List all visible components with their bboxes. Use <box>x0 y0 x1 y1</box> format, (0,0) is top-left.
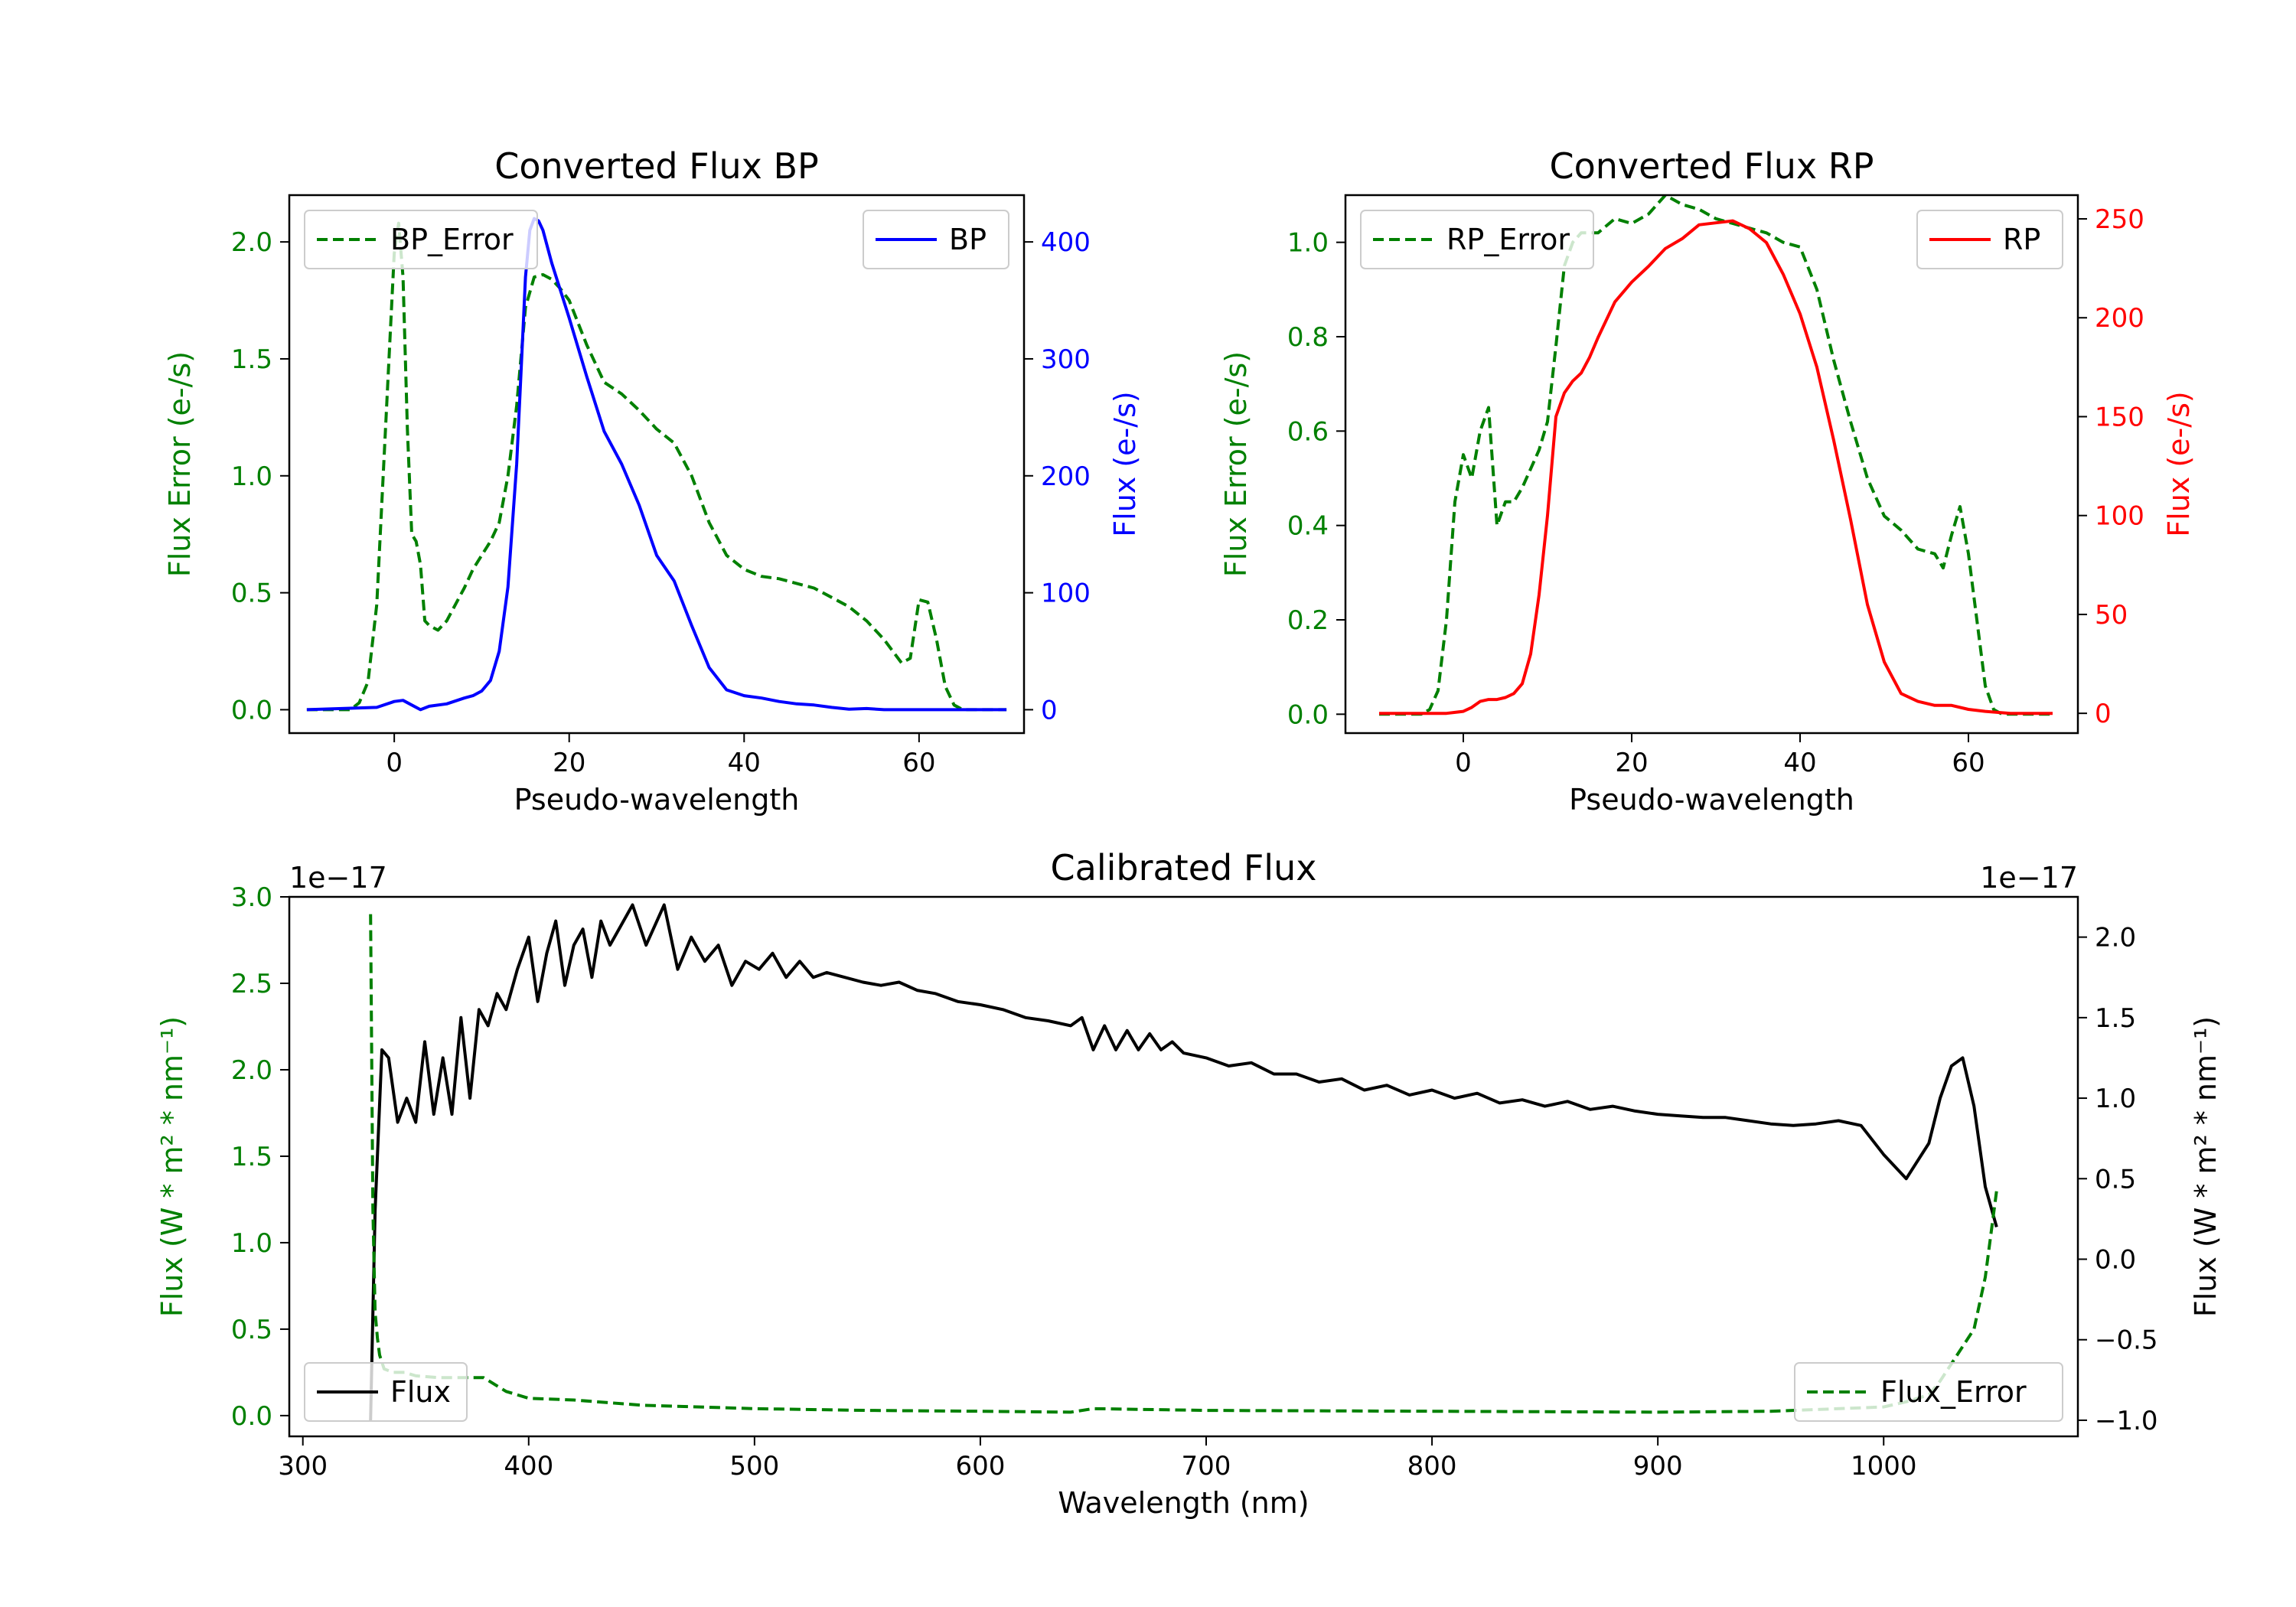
x-tick-label: 600 <box>955 1451 1005 1482</box>
y-left-tick-label: 0.4 <box>1287 511 1329 542</box>
legend-label: BP <box>949 223 987 256</box>
x-tick-label: 40 <box>1783 748 1816 778</box>
series-flux-error-line <box>369 914 1998 1414</box>
rp-y-right-axis-label: Flux (e-/s) <box>2162 391 2196 536</box>
x-tick-label: 700 <box>1182 1451 1231 1482</box>
y-left-tick-label: 2.5 <box>231 969 272 999</box>
bp-title: Converted Flux BP <box>494 145 819 187</box>
x-tick-label: 0 <box>386 748 403 778</box>
series-rp-error-line <box>1379 195 2053 716</box>
calibrated-plot-area <box>369 903 1998 1421</box>
y-left-tick-label: 0.0 <box>231 1401 272 1432</box>
bp-y-left-axis-label: Flux Error (e-/s) <box>163 351 197 577</box>
y-right-tick-label: −1.0 <box>2095 1406 2158 1436</box>
rp-y-left-axis-label: Flux Error (e-/s) <box>1219 351 1253 577</box>
y-right-tick-label: 2.0 <box>2095 923 2136 953</box>
x-tick-label: 300 <box>278 1451 328 1482</box>
y-left-tick-label: 0.0 <box>1287 699 1329 730</box>
y-left-tick-label: 0.5 <box>231 579 272 609</box>
calibrated-title: Calibrated Flux <box>1051 847 1317 888</box>
bp-axes-frame <box>288 194 1026 735</box>
y-right-tick-label: 1.5 <box>2095 1003 2136 1034</box>
y-left-tick-label: 1.0 <box>231 1228 272 1259</box>
legend-flux: Flux <box>304 1362 468 1422</box>
series-bp-error-line <box>306 221 1007 712</box>
bp-x-axis-label: Pseudo-wavelength <box>514 783 800 817</box>
y-right-tick-label: 100 <box>2095 501 2144 532</box>
y-left-offset-text: 1e−17 <box>289 861 387 895</box>
y-left-tick-label: 1.5 <box>231 1142 272 1172</box>
y-left-tick-label: 1.5 <box>231 344 272 375</box>
legend-label: Flux_Error <box>1880 1375 2027 1409</box>
legend-label: BP_Error <box>390 223 514 256</box>
x-tick-label: 20 <box>553 748 585 778</box>
y-right-tick-label: 1.0 <box>2095 1084 2136 1114</box>
panel-bp: 0 20 40 60 0.0 0.5 1.0 1.5 2.0 0 100 200 300 400 Conve… <box>163 145 1142 817</box>
x-tick-label: 500 <box>729 1451 779 1482</box>
legend-rp: RP <box>1916 210 2063 269</box>
x-tick-label: 400 <box>504 1451 553 1482</box>
legend-label: Flux <box>390 1375 451 1409</box>
y-right-tick-label: 250 <box>2095 204 2144 235</box>
bp-y-right-axis-label: Flux (e-/s) <box>1108 391 1142 536</box>
panel-rp: 0 20 40 60 0.0 0.2 0.4 0.6 0.8 1.0 0 50 100 150 200 250… <box>1219 145 2196 817</box>
legend-box <box>1794 1362 2063 1422</box>
rp-axes-frame <box>1344 194 2079 735</box>
legend-box <box>304 1362 468 1422</box>
y-left-tick-label: 0.6 <box>1287 416 1329 447</box>
y-right-tick-label: 200 <box>1041 461 1091 492</box>
y-right-tick-label: −0.5 <box>2095 1325 2158 1356</box>
x-tick-label: 1000 <box>1851 1451 1917 1482</box>
x-tick-label: 20 <box>1615 748 1648 778</box>
y-left-tick-label: 3.0 <box>231 882 272 913</box>
legend-label: RP <box>2003 223 2040 256</box>
y-right-tick-label: 200 <box>2095 303 2144 334</box>
series-rp-line <box>1379 219 2053 715</box>
y-left-tick-label: 1.0 <box>231 461 272 492</box>
calibrated-y-left-axis-label: Flux (W * m² * nm⁻¹) <box>155 1016 189 1317</box>
y-right-tick-label: 0.5 <box>2095 1164 2136 1195</box>
y-left-tick-label: 0.2 <box>1287 605 1329 636</box>
series-bp-line <box>306 217 1007 712</box>
x-tick-label: 60 <box>902 748 935 778</box>
x-tick-label: 0 <box>1455 748 1472 778</box>
calibrated-y-right-axis-label: Flux (W * m² * nm⁻¹) <box>2189 1016 2223 1317</box>
rp-plot-area <box>1379 195 2053 716</box>
x-tick-label: 900 <box>1633 1451 1683 1482</box>
y-right-offset-text: 1e−17 <box>1980 861 2078 895</box>
rp-x-axis-label: Pseudo-wavelength <box>1569 783 1854 817</box>
legend-flux-error: Flux_Error <box>1794 1362 2063 1422</box>
y-left-tick-label: 0.8 <box>1287 322 1329 353</box>
y-left-tick-label: 0.5 <box>231 1315 272 1345</box>
calibrated-axes-frame <box>288 895 2079 1438</box>
bp-plot-area <box>306 217 1007 712</box>
y-right-tick-label: 50 <box>2095 600 2128 631</box>
y-left-tick-label: 2.0 <box>231 227 272 258</box>
x-tick-label: 800 <box>1407 1451 1457 1482</box>
legend-bp-error: BP_Error <box>304 210 538 269</box>
y-left-tick-label: 2.0 <box>231 1055 272 1086</box>
legend-box <box>304 210 538 269</box>
legend-box <box>1360 210 1594 269</box>
legend-label: RP_Error <box>1446 223 1570 256</box>
y-left-tick-label: 1.0 <box>1287 228 1329 259</box>
x-tick-label: 60 <box>1952 748 1985 778</box>
y-right-tick-label: 0 <box>2095 699 2112 729</box>
y-right-tick-label: 100 <box>1041 579 1091 609</box>
calibrated-x-axis-label: Wavelength (nm) <box>1058 1486 1309 1520</box>
y-right-tick-label: 400 <box>1041 227 1091 258</box>
y-right-tick-label: 0.0 <box>2095 1245 2136 1276</box>
legend-bp: BP <box>863 210 1009 269</box>
x-tick-label: 40 <box>728 748 761 778</box>
y-right-tick-label: 300 <box>1041 344 1091 375</box>
y-left-tick-label: 0.0 <box>231 695 272 725</box>
legend-rp-error: RP_Error <box>1360 210 1594 269</box>
panel-calibrated: 300 400 500 600 700 800 900 1000 0.0 0.5 1.0 1.5 2.0… <box>155 847 2223 1520</box>
y-right-tick-label: 150 <box>2095 402 2144 432</box>
series-flux-line <box>369 903 1998 1421</box>
y-right-tick-label: 0 <box>1041 695 1058 725</box>
rp-title: Converted Flux RP <box>1550 145 1874 187</box>
